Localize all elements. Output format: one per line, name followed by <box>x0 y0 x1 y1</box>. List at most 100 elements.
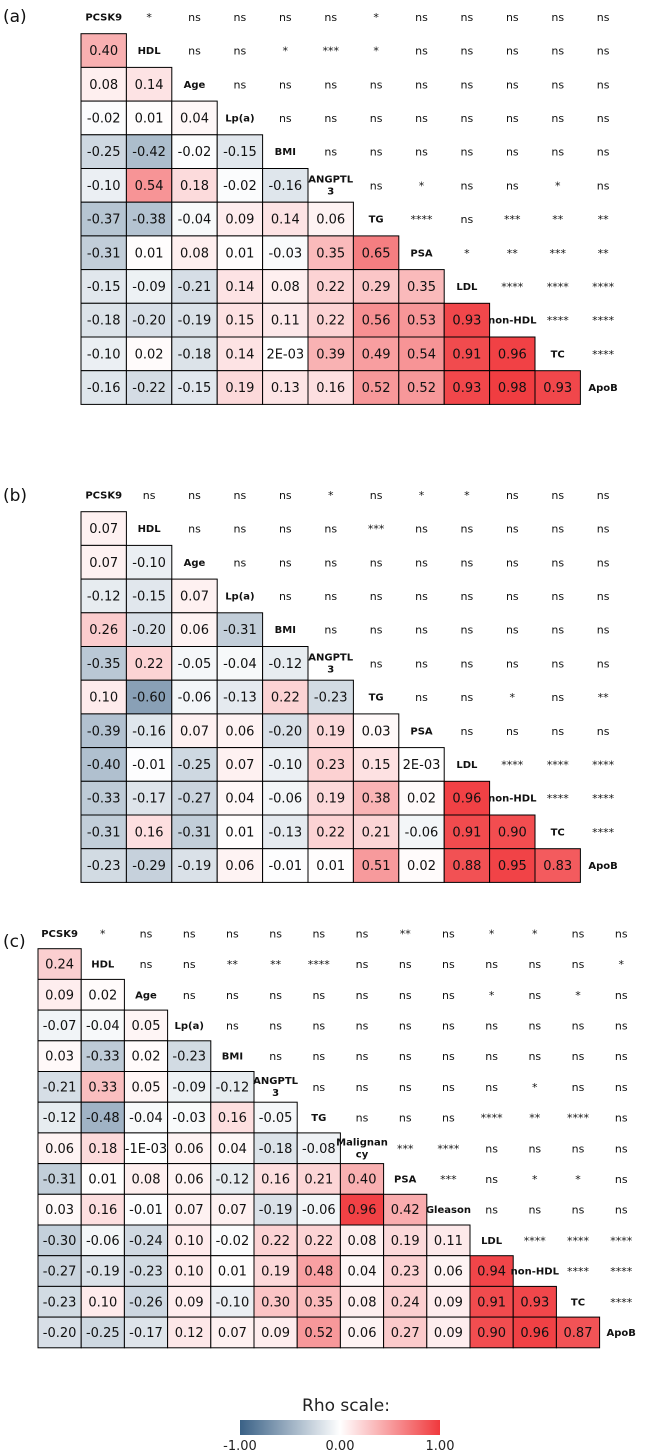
rho-value: 0.30 <box>261 1295 290 1310</box>
rho-value: 0.93 <box>452 314 481 329</box>
rho-value: 0.93 <box>543 381 572 396</box>
rho-value: 0.52 <box>407 381 436 396</box>
rho-cell <box>296 1316 341 1349</box>
rho-value: 0.98 <box>498 381 527 396</box>
rho-cell <box>80 269 127 304</box>
significance-marker: ns <box>461 78 474 91</box>
rho-value: -0.12 <box>216 1172 250 1187</box>
significance-marker: ns <box>234 11 247 24</box>
significance-marker: * <box>618 958 624 971</box>
rho-cell <box>426 1224 471 1257</box>
rho-value: -0.31 <box>178 825 212 840</box>
significance-marker: ns <box>551 590 564 603</box>
rho-cell <box>339 1193 385 1226</box>
significance-marker: ns <box>279 590 292 603</box>
rho-value: -0.13 <box>223 691 257 706</box>
rho-value: -0.23 <box>314 691 348 706</box>
rho-value: 0.94 <box>477 1265 506 1280</box>
significance-marker: **** <box>592 792 615 805</box>
rho-value: 0.35 <box>407 280 436 295</box>
significance-marker: **** <box>547 758 570 771</box>
significance-marker: **** <box>610 1234 633 1247</box>
significance-marker: ns <box>226 1019 239 1032</box>
rho-value: 0.09 <box>225 213 254 228</box>
significance-marker: * <box>464 489 470 502</box>
rho-value: -0.25 <box>87 145 121 160</box>
significance-marker: * <box>100 927 106 940</box>
rho-cell <box>210 1071 255 1103</box>
variable-header: TG <box>369 215 384 226</box>
significance-marker: ns <box>399 1019 412 1032</box>
rho-value: -0.16 <box>132 724 166 739</box>
significance-marker: ns <box>183 927 196 940</box>
significance-marker: ns <box>269 989 282 1002</box>
significance-marker: * <box>532 1081 538 1094</box>
significance-marker: ** <box>529 1112 541 1125</box>
rho-value: 0.02 <box>88 988 117 1003</box>
significance-marker: **** <box>524 1234 547 1247</box>
rho-cell <box>171 269 218 304</box>
rho-cell <box>307 235 354 271</box>
rho-value: 0.19 <box>316 724 345 739</box>
rho-value: 0.22 <box>271 691 300 706</box>
rho-value: 0.27 <box>391 1326 420 1341</box>
rho-value: 0.54 <box>407 347 436 362</box>
significance-marker: ns <box>615 1204 628 1217</box>
significance-marker: *** <box>397 1142 414 1155</box>
significance-marker: ns <box>415 112 428 125</box>
significance-marker: ns <box>615 1142 628 1155</box>
significance-marker: ns <box>188 523 201 536</box>
rho-value: 0.10 <box>89 691 118 706</box>
significance-marker: **** <box>547 314 570 327</box>
rho-cell <box>37 1163 82 1195</box>
variable-header: PSA <box>410 248 433 259</box>
rho-value: 0.08 <box>89 78 118 93</box>
rho-value: 0.07 <box>175 1203 204 1218</box>
significance-marker: ns <box>597 489 610 502</box>
significance-marker: ns <box>324 11 337 24</box>
rho-cell <box>216 370 264 405</box>
significance-marker: ns <box>572 1142 585 1155</box>
significance-marker: ns <box>572 1204 585 1217</box>
significance-marker: ns <box>356 1112 369 1125</box>
significance-marker: ns <box>572 1019 585 1032</box>
rho-value: -0.12 <box>216 1080 250 1095</box>
rho-cell <box>253 1255 298 1287</box>
rho-value: -0.23 <box>172 1050 206 1065</box>
rho-value: -0.33 <box>86 1050 120 1065</box>
rho-value: 0.10 <box>175 1265 204 1280</box>
significance-marker: ns <box>551 624 564 637</box>
rho-cell <box>534 370 581 405</box>
variable-header: PSA <box>410 726 433 737</box>
rho-cell <box>125 235 173 271</box>
variable-header: Gleason <box>426 1205 471 1216</box>
rho-cell <box>426 1285 471 1318</box>
rho-value: 0.35 <box>316 246 345 261</box>
rho-cell <box>339 1255 385 1287</box>
rho-cell <box>262 814 309 850</box>
rho-cell <box>80 66 127 102</box>
rho-value: 0.23 <box>316 758 345 773</box>
variable-header: ApoB <box>588 383 617 394</box>
rho-value: 0.05 <box>132 1019 161 1034</box>
significance-marker: ns <box>415 146 428 159</box>
variable-header: LDL <box>456 760 478 771</box>
significance-marker: ns <box>506 146 519 159</box>
significance-marker: ns <box>234 489 247 502</box>
rho-value: -0.06 <box>302 1203 336 1218</box>
variable-header: Age <box>135 990 157 1001</box>
rho-value: -1E-03 <box>125 1142 167 1157</box>
rho-value: -0.19 <box>178 859 212 874</box>
significance-marker: ** <box>227 958 239 971</box>
rho-cell <box>171 679 218 715</box>
rho-cell <box>253 1163 298 1195</box>
significance-marker: ns <box>370 179 383 192</box>
rho-value: 0.33 <box>88 1080 117 1095</box>
rho-cell <box>125 168 173 203</box>
rho-cell <box>216 168 264 203</box>
significance-marker: * <box>575 989 581 1002</box>
rho-value: -0.12 <box>43 1111 77 1126</box>
significance-marker: **** <box>592 314 615 327</box>
rho-value: -0.09 <box>172 1080 206 1095</box>
significance-marker: ns <box>551 725 564 738</box>
